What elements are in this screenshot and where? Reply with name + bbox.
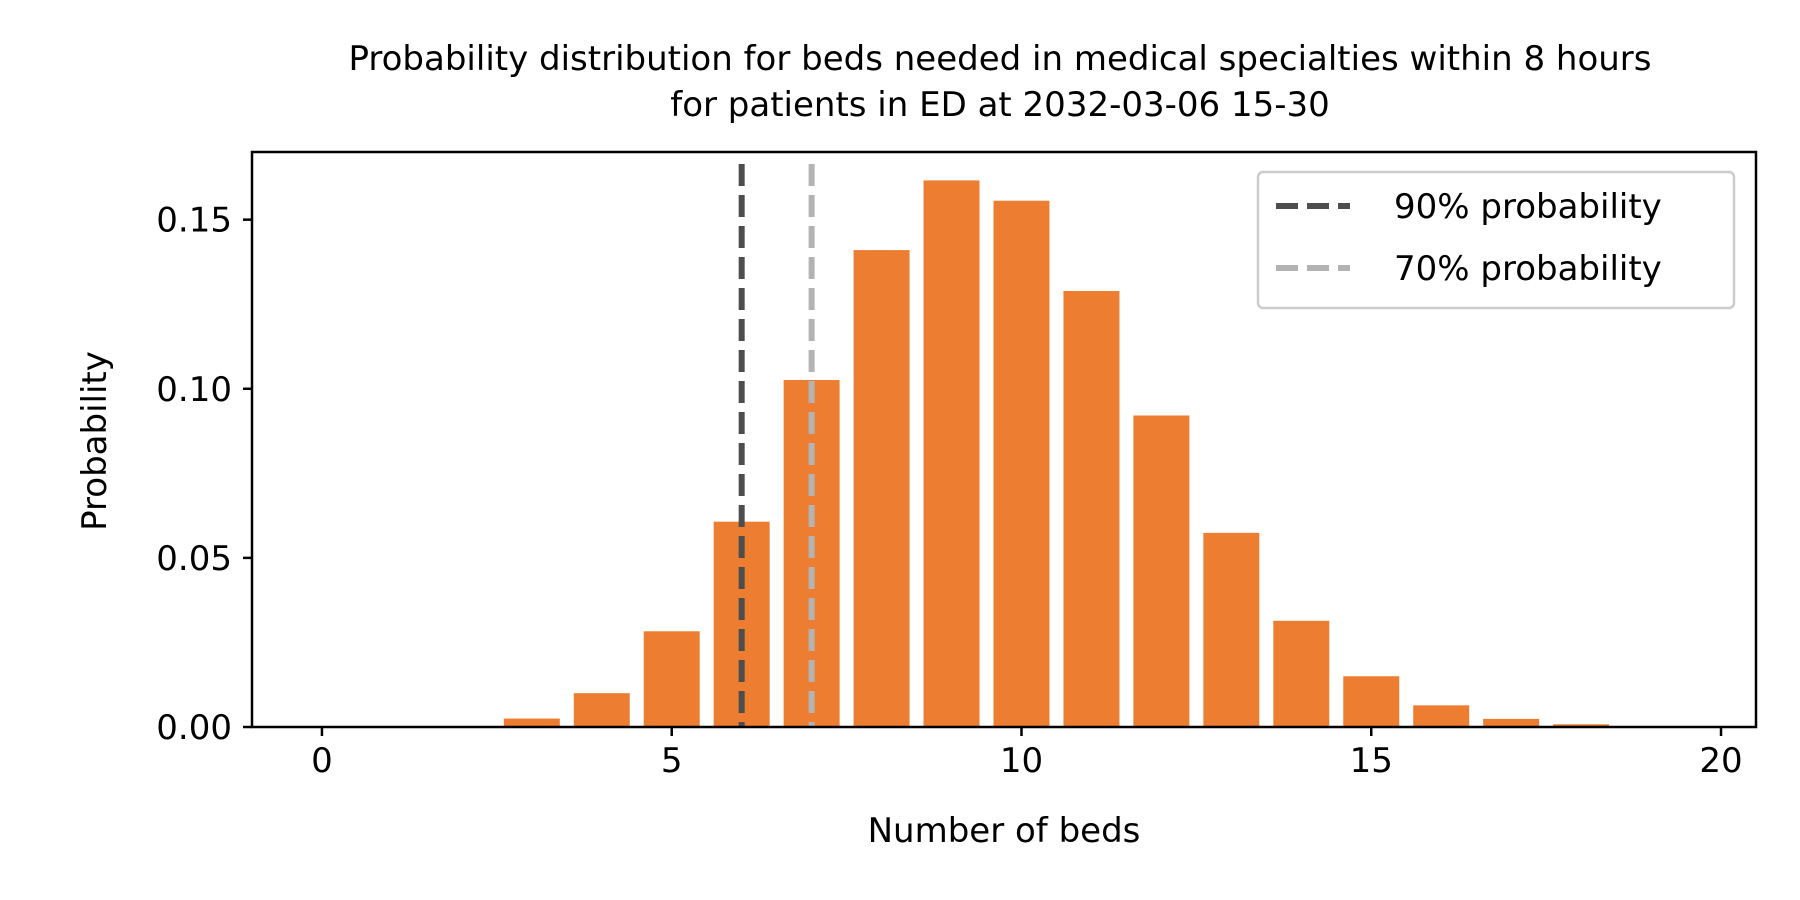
bar <box>503 718 560 727</box>
plot-area: 0 5 10 15 20 0.00 0.05 0.10 0.15 <box>156 150 1758 781</box>
chart-title-line-2: for patients in ED at 2032-03-06 15-30 <box>670 85 1330 125</box>
y-tick-label: 0.00 <box>156 708 232 748</box>
x-tick-label: 15 <box>1350 741 1393 781</box>
bar <box>1203 532 1260 727</box>
x-tick-label: 20 <box>1699 741 1742 781</box>
bar <box>993 200 1050 727</box>
bar <box>1343 676 1400 727</box>
bar <box>853 250 910 727</box>
bar <box>643 631 700 727</box>
bar <box>1483 718 1540 727</box>
legend-box <box>1256 170 1736 310</box>
x-tick-label: 10 <box>1000 741 1043 781</box>
legend: 90% probability 70% probability <box>1256 170 1736 310</box>
plot-frame <box>250 150 1758 729</box>
x-tick-label: 5 <box>661 741 683 781</box>
y-tick-label: 0.10 <box>156 370 232 410</box>
x-axis-label: Number of beds <box>868 811 1141 851</box>
x-tick-label: 0 <box>311 741 333 781</box>
chart-title: Probability distribution for beds needed… <box>348 39 1651 125</box>
bar <box>1273 620 1330 727</box>
legend-label-2: 70% probability <box>1394 249 1662 289</box>
y-tick-label: 0.15 <box>156 201 232 241</box>
y-tick-label: 0.05 <box>156 539 232 579</box>
bar <box>573 693 630 727</box>
legend-label-1: 90% probability <box>1394 187 1662 227</box>
chart-title-line-1: Probability distribution for beds needed… <box>348 39 1651 79</box>
bar <box>923 180 980 727</box>
y-axis-label: Probability <box>75 351 115 531</box>
bar <box>1133 415 1190 727</box>
bar <box>1413 705 1470 727</box>
bar <box>1553 724 1610 727</box>
bar <box>1063 291 1120 727</box>
